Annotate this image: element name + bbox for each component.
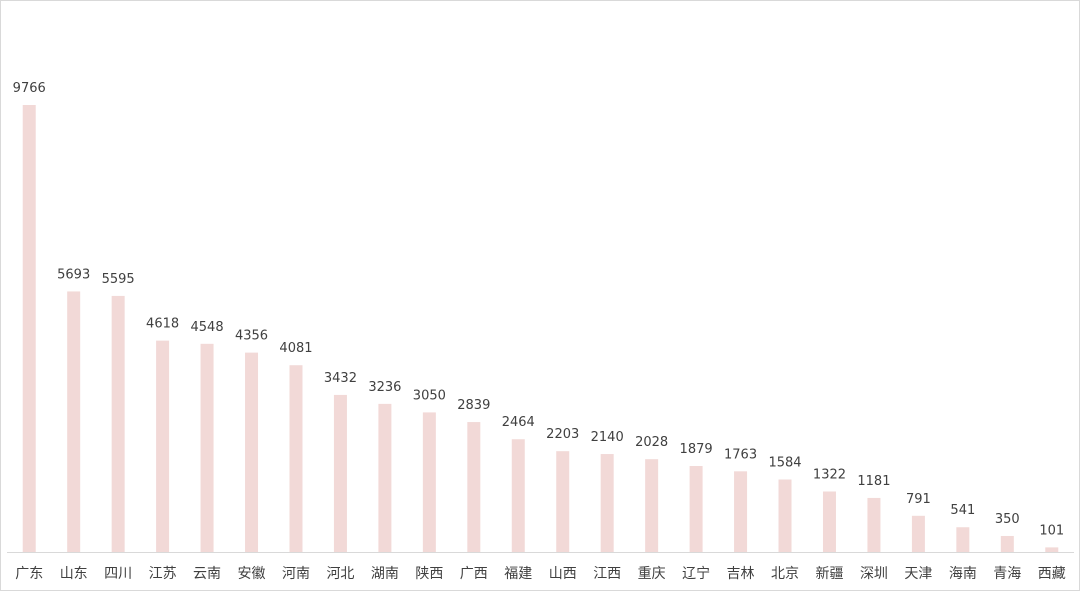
bar [111,295,125,552]
bar [467,422,481,552]
bar [333,394,347,552]
x-tick-label: 天津 [904,566,932,582]
data-label: 1879 [680,442,713,457]
bar [734,471,748,552]
x-tick-label: 江西 [593,566,621,582]
data-label: 1584 [768,456,801,471]
data-label: 350 [995,512,1020,527]
x-tick-label: 山西 [549,566,577,582]
x-tick-label: 河南 [282,566,310,582]
bar [956,527,970,552]
data-label: 5693 [57,267,90,282]
x-tick-label: 安徽 [238,566,266,582]
data-label: 1181 [857,474,890,489]
bar [200,343,214,552]
x-tick-label: 海南 [949,566,977,582]
data-label: 4356 [235,329,268,344]
bar [511,439,525,552]
x-tick-label: 河北 [326,566,354,582]
bar [422,412,436,552]
x-tick-label: 重庆 [638,566,666,582]
data-label: 1763 [724,447,757,462]
x-tick-label: 西藏 [1038,566,1066,582]
data-label: 3236 [368,380,401,395]
data-label: 791 [906,492,931,507]
bar [600,454,614,552]
data-label: 2203 [546,427,579,442]
x-tick-label: 湖南 [371,566,399,582]
bar [289,365,303,552]
bar [689,466,703,552]
data-label: 9766 [13,81,46,96]
bar [245,352,259,552]
x-tick-label: 青海 [993,566,1021,582]
x-tick-label: 吉林 [727,566,755,582]
data-label: 3050 [413,388,446,403]
bar [378,403,392,552]
x-tick-label: 山东 [60,566,88,582]
x-tick-label: 广东 [15,566,43,582]
x-tick-label: 云南 [193,566,221,582]
x-tick-label: 广西 [460,566,488,582]
data-label: 3432 [324,371,357,386]
bar [556,451,570,552]
data-label: 4618 [146,317,179,332]
data-label: 4081 [279,341,312,356]
data-label: 2464 [502,415,535,430]
x-tick-label: 辽宁 [682,565,710,582]
x-tick-label: 江苏 [149,566,177,582]
data-label: 2140 [591,430,624,445]
bar [645,459,659,552]
bar [1045,547,1059,552]
bar [867,497,881,552]
x-tick-label: 福建 [504,566,532,582]
bar [911,515,925,552]
bar [67,291,81,552]
bar [1000,535,1014,552]
x-tick-label: 四川 [104,566,132,582]
bar [822,491,836,552]
data-label: 1322 [813,467,846,482]
bar [156,340,170,552]
x-tick-labels-group: 广东 山东 四川 江苏 云南 安徽 河南 河北 湖南 陕西 广西 福建 山西 江西 重庆 辽宁 吉林 北京 新疆 深圳… [15,565,1066,582]
x-tick-label: 陕西 [415,566,443,582]
data-label: 101 [1039,523,1064,538]
value-labels-group: 9766 5693 5595 4618 4548 4356 4081 3432 3236 3050… [13,81,1065,538]
bar [22,105,36,552]
data-label: 5595 [102,272,135,287]
x-tick-label: 北京 [771,566,799,582]
bar [778,479,792,552]
data-label: 2028 [635,435,668,450]
data-label: 4548 [191,320,224,335]
data-label: 2839 [457,398,490,413]
x-tick-label: 深圳 [860,566,888,582]
x-tick-label: 新疆 [815,566,843,582]
data-label: 541 [950,503,975,518]
bars-group [22,105,1059,552]
